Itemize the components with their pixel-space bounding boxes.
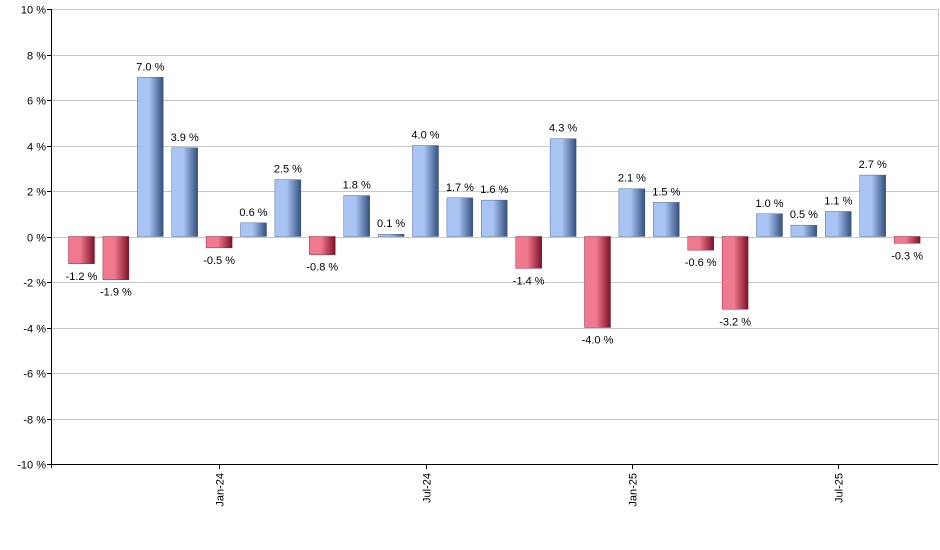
x-tick-labels: Jan-24 Jul-24 Jan-25 Jul-25 — [215, 464, 846, 507]
bars — [68, 77, 921, 328]
gridlines — [47, 9, 938, 465]
y-tick-label: 0 % — [27, 233, 46, 245]
x-tick-label: Jan-25 — [628, 473, 640, 507]
bar — [446, 197, 474, 237]
bar — [893, 236, 921, 244]
data-label: 3.9 % — [171, 132, 199, 144]
x-tick-label: Jul-24 — [422, 473, 434, 503]
y-tick-labels: 10 % 8 % 6 % 4 % 2 % 0 % -2 % -4 % -6 % -8 % -10 % — [17, 5, 46, 472]
data-label: -0.3 % — [891, 250, 923, 262]
data-label: 1.5 % — [652, 186, 680, 198]
bar — [790, 224, 818, 237]
data-label: 0.6 % — [239, 207, 267, 219]
bar — [377, 234, 405, 237]
data-label: -1.4 % — [513, 275, 545, 287]
bar — [584, 236, 611, 328]
bar — [515, 236, 542, 269]
x-tick-label: Jan-24 — [215, 473, 227, 507]
data-label: 1.7 % — [446, 182, 474, 194]
data-label: -3.2 % — [719, 316, 751, 328]
bar — [825, 211, 852, 237]
bar — [68, 236, 95, 264]
data-label: 2.7 % — [859, 159, 887, 171]
bar — [137, 77, 164, 237]
bar — [274, 179, 302, 237]
data-label: 2.5 % — [274, 164, 302, 176]
data-label: -0.5 % — [203, 255, 235, 267]
data-label: 0.1 % — [377, 218, 405, 230]
bar — [687, 236, 714, 251]
data-label: 7.0 % — [136, 61, 164, 73]
data-label: 1.6 % — [480, 184, 508, 196]
data-label: 0.5 % — [790, 209, 818, 221]
bar — [481, 199, 508, 237]
data-label: 1.1 % — [824, 195, 852, 207]
data-label: 1.0 % — [755, 198, 783, 210]
y-tick-label: 4 % — [27, 142, 46, 154]
bar — [859, 174, 886, 237]
bar — [653, 202, 680, 237]
bar — [171, 147, 198, 237]
bar — [102, 236, 130, 280]
bar — [721, 236, 749, 310]
data-label: 2.1 % — [618, 173, 646, 185]
y-tick-label: 6 % — [27, 96, 46, 108]
y-tick-label: -6 % — [23, 369, 46, 381]
y-tick-label: -4 % — [23, 324, 46, 336]
data-label: 1.8 % — [343, 180, 371, 192]
axes — [51, 9, 939, 468]
data-labels: -1.2 %-1.9 % 7.0 % 3.9 % -0.5 % 0.6 % 2.5 % -0… — [66, 61, 924, 346]
y-tick-label: -10 % — [17, 460, 46, 472]
bar — [309, 236, 336, 255]
data-label: 4.3 % — [549, 123, 577, 135]
data-label: -0.6 % — [685, 257, 717, 269]
data-label: -4.0 % — [582, 335, 614, 347]
bar — [756, 213, 783, 237]
data-label: -1.2 % — [66, 271, 98, 283]
bar — [343, 195, 370, 237]
y-tick-label: -2 % — [23, 278, 46, 290]
bar — [412, 145, 439, 237]
data-label: -1.9 % — [100, 287, 132, 299]
y-tick-label: 2 % — [27, 187, 46, 199]
bar — [240, 222, 267, 237]
y-tick-label: -8 % — [23, 415, 46, 427]
bar — [549, 138, 577, 237]
data-label: -0.8 % — [306, 262, 338, 274]
data-label: 4.0 % — [411, 130, 439, 142]
y-tick-label: 8 % — [27, 51, 46, 63]
bar — [618, 188, 646, 237]
x-tick-label: Jul-25 — [834, 473, 846, 503]
y-tick-label: 10 % — [21, 5, 46, 17]
bar — [205, 236, 233, 249]
